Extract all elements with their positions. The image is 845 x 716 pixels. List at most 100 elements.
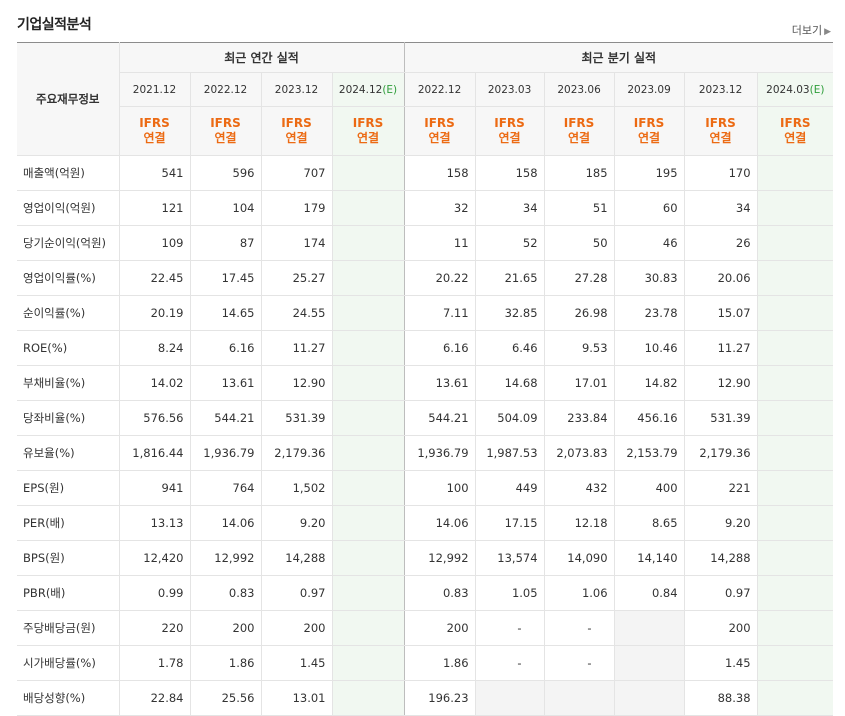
- annual-value-cell: [331, 330, 405, 366]
- annual-value-cell: 1,502: [260, 470, 332, 506]
- annual-value-cell: 764: [189, 470, 261, 506]
- quarter-value-cell: 14.68: [474, 365, 545, 401]
- annual-value-cell: 14.02: [118, 365, 190, 401]
- annual-value-cell: 0.83: [189, 575, 261, 611]
- annual-value-cell: 14.65: [189, 295, 261, 331]
- quarter-value-cell: [756, 400, 834, 436]
- quarter-value-cell: [756, 365, 834, 401]
- annual-value-cell: [331, 540, 405, 576]
- quarter-value-cell: 100: [403, 470, 476, 506]
- table-row: 순이익률(%) 20.19 14.65 24.55 7.11 32.85 26.98 23.7…: [17, 295, 834, 331]
- quarter-value-cell: 2,073.83: [543, 435, 615, 471]
- quarter-value-cell: 17.15: [474, 505, 545, 541]
- consolidated-text: 연결: [709, 131, 732, 145]
- annual-value-cell: 8.24: [118, 330, 190, 366]
- quarter-value-cell: 531.39: [683, 400, 758, 436]
- quarter-value-cell: 0.97: [683, 575, 758, 611]
- annual-value-cell: 13.01: [260, 680, 332, 716]
- annual-value-cell: 14.06: [189, 505, 261, 541]
- quarter-value-cell: 46: [613, 225, 685, 261]
- row-label: 영업이익(억원): [17, 190, 119, 226]
- quarter-value-cell: 30.83: [613, 260, 685, 296]
- consolidated-text: 연결: [143, 131, 166, 145]
- quarter-value-cell: 0.84: [613, 575, 685, 611]
- annual-value-cell: 544.21: [189, 400, 261, 436]
- consolidated-text: 연결: [568, 131, 591, 145]
- estimate-marker: (E): [382, 83, 398, 96]
- quarter-value-cell: 544.21: [403, 400, 476, 436]
- quarter-value-cell: 1.05: [474, 575, 545, 611]
- quarter-value-cell: 7.11: [403, 295, 476, 331]
- quarter-value-cell: 12.90: [683, 365, 758, 401]
- annual-value-cell: 179: [260, 190, 332, 226]
- quarter-period-header: 2022.12: [403, 72, 476, 107]
- table-row: 영업이익(억원) 121 104 179 32 34 51 60 34: [17, 190, 834, 226]
- quarter-value-cell: 170: [683, 155, 758, 191]
- more-link[interactable]: 더보기 ▶: [792, 22, 831, 38]
- table-row: 당기순이익(억원) 109 87 174 11 52 50 46 26: [17, 225, 834, 261]
- ifrs-consolidated-label: IFRS 연결: [683, 106, 758, 156]
- ifrs-text: IFRS: [705, 116, 736, 130]
- quarter-value-cell: [756, 540, 834, 576]
- quarter-value-cell: 26.98: [543, 295, 615, 331]
- ifrs-consolidated-label: IFRS 연결: [260, 106, 332, 156]
- quarter-period-header: 2023.12: [683, 72, 758, 107]
- annual-value-cell: 12.90: [260, 365, 332, 401]
- annual-value-cell: 121: [118, 190, 190, 226]
- quarter-value-cell: 400: [613, 470, 685, 506]
- quarter-value-cell: 17.01: [543, 365, 615, 401]
- quarter-value-cell: 6.16: [403, 330, 476, 366]
- quarter-value-cell: [756, 225, 834, 261]
- quarter-value-cell: 9.53: [543, 330, 615, 366]
- ifrs-consolidated-label: IFRS 연결: [613, 106, 685, 156]
- financial-table: 주요재무정보 최근 연간 실적 최근 분기 실적 2021.12 2022.12 2023…: [17, 42, 834, 716]
- quarter-value-cell: 52: [474, 225, 545, 261]
- row-label: 배당성향(%): [17, 680, 119, 716]
- corner-header: 주요재무정보: [17, 42, 119, 156]
- quarter-value-cell: 1,936.79: [403, 435, 476, 471]
- ifrs-text: IFRS: [210, 116, 241, 130]
- quarter-value-cell: 200: [403, 610, 476, 646]
- table-row: 영업이익률(%) 22.45 17.45 25.27 20.22 21.65 27.28 30…: [17, 260, 834, 296]
- consolidated-text: 연결: [784, 131, 807, 145]
- quarter-value-cell: 14.82: [613, 365, 685, 401]
- table-row: 유보율(%) 1,816.44 1,936.79 2,179.36 1,936.79 1,…: [17, 435, 834, 471]
- row-label: 당좌비율(%): [17, 400, 119, 436]
- annual-period-header: 2022.12: [189, 72, 261, 107]
- quarter-value-cell: 9.20: [683, 505, 758, 541]
- row-label: 부채비율(%): [17, 365, 119, 401]
- ifrs-consolidated-label: IFRS 연결: [189, 106, 261, 156]
- quarter-value-cell: [613, 680, 685, 716]
- annual-value-cell: 12,420: [118, 540, 190, 576]
- ifrs-text: IFRS: [494, 116, 525, 130]
- quarter-value-cell: 221: [683, 470, 758, 506]
- annual-value-cell: 531.39: [260, 400, 332, 436]
- table-row: 부채비율(%) 14.02 13.61 12.90 13.61 14.68 17.01 14.…: [17, 365, 834, 401]
- quarter-value-cell: 27.28: [543, 260, 615, 296]
- quarter-value-cell: [756, 260, 834, 296]
- quarter-value-cell: 13.61: [403, 365, 476, 401]
- quarter-value-cell: 14,090: [543, 540, 615, 576]
- consolidated-text: 연결: [356, 131, 380, 145]
- table-row: PBR(배) 0.99 0.83 0.97 0.83 1.05 1.06 0.84 0.97: [17, 575, 834, 611]
- page-title: 기업실적분석: [17, 17, 92, 33]
- annual-value-cell: 0.99: [118, 575, 190, 611]
- annual-period-header: 2023.12: [260, 72, 332, 107]
- annual-value-cell: 596: [189, 155, 261, 191]
- quarter-value-cell: [474, 680, 545, 716]
- annual-value-cell: 9.20: [260, 505, 332, 541]
- quarter-value-cell: 26: [683, 225, 758, 261]
- row-label: ROE(%): [17, 330, 119, 366]
- ifrs-text: IFRS: [633, 116, 665, 130]
- annual-period-header: 2024.12(E): [331, 72, 405, 107]
- annual-value-cell: 6.16: [189, 330, 261, 366]
- annual-value-cell: 941: [118, 470, 190, 506]
- row-label: 주당배당금(원): [17, 610, 119, 646]
- annual-value-cell: 22.84: [118, 680, 190, 716]
- annual-value-cell: 220: [118, 610, 190, 646]
- quarter-value-cell: 32.85: [474, 295, 545, 331]
- annual-value-cell: [331, 505, 405, 541]
- table-row: 주당배당금(원) 220 200 200 200- -200: [17, 610, 834, 646]
- quarter-value-cell: [613, 645, 685, 681]
- quarter-value-cell: 60: [613, 190, 685, 226]
